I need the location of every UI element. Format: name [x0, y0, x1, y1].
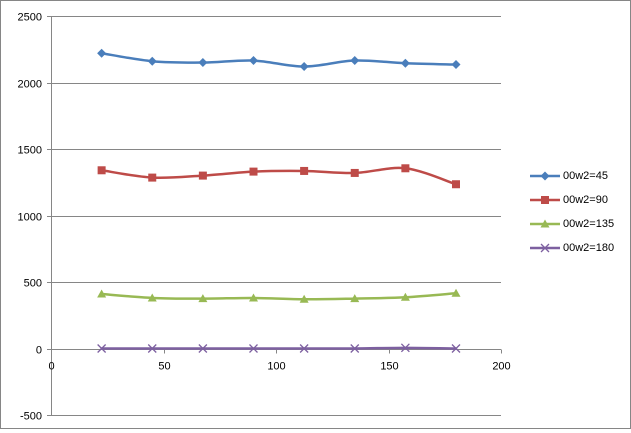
- data-point-s2-3: [198, 171, 207, 180]
- series-4: [97, 343, 461, 353]
- series-1: [97, 48, 461, 72]
- data-point-s1-6: [350, 56, 360, 66]
- legend: 00w2=45 00w2=90 00w2=135 00w2=180: [528, 170, 628, 266]
- tick-label-y-0: 0: [36, 345, 42, 357]
- legend-item-series-4: 00w2=180: [528, 242, 628, 254]
- series-line-2: [100, 166, 458, 186]
- data-point-s4-5: [299, 344, 309, 353]
- data-point-s4-2: [147, 344, 157, 353]
- data-point-s3-8: [451, 288, 461, 297]
- data-point-s1-7: [400, 58, 410, 68]
- data-point-s4-6: [350, 344, 360, 353]
- data-point-s4-4: [249, 344, 258, 353]
- legend-item-series-2: 00w2=90: [528, 194, 628, 206]
- data-point-s2-8: [452, 180, 460, 189]
- tick-label-x-150: 150: [380, 361, 398, 373]
- data-point-s1-5: [299, 62, 309, 72]
- tick-label-y--500: -500: [20, 411, 42, 423]
- legend-swatch-series-3: [530, 219, 560, 228]
- legend-swatch-series-4: [530, 243, 560, 253]
- data-point-s4-3: [198, 344, 208, 353]
- series-2: [97, 164, 460, 189]
- legend-swatch-series-2: [530, 196, 560, 204]
- data-point-s2-6: [350, 168, 359, 177]
- data-point-s4-7: [400, 343, 410, 353]
- data-point-s2-7: [401, 164, 410, 173]
- data-point-s2-2: [148, 173, 157, 182]
- tick-label-x-100: 100: [267, 361, 285, 373]
- data-point-s3-4: [249, 293, 258, 302]
- data-point-s3-6: [350, 294, 360, 303]
- tick-label-x-0: 0: [48, 361, 54, 373]
- legend-marker-4: [540, 243, 550, 253]
- legend-swatch-series-1: [530, 171, 560, 181]
- data-point-s3-2: [147, 293, 157, 302]
- tick-label-y-1500: 1500: [18, 145, 42, 157]
- series-line-3: [100, 292, 458, 301]
- legend-marker-3: [540, 219, 550, 228]
- data-point-s1-8: [451, 60, 461, 70]
- tick-label-y-500: 500: [24, 278, 42, 290]
- tick-label-x-200: 200: [492, 361, 510, 373]
- data-point-s1-2: [147, 56, 157, 66]
- tick-label-x-50: 50: [158, 361, 170, 373]
- data-point-s2-4: [249, 167, 258, 176]
- series-3: [97, 288, 461, 303]
- legend-label-series-1: 00w2=45: [563, 170, 608, 182]
- tick-label-y-2000: 2000: [18, 79, 42, 91]
- data-point-s1-3: [198, 58, 208, 68]
- legend-label-series-2: 00w2=90: [563, 194, 608, 206]
- legend-label-series-4: 00w2=180: [563, 242, 615, 254]
- legend-marker-1: [540, 171, 550, 181]
- data-point-s1-1: [97, 48, 107, 58]
- data-point-s1-4: [249, 56, 258, 66]
- data-point-s3-1: [97, 289, 107, 298]
- legend-item-series-3: 00w2=135: [528, 218, 628, 230]
- data-point-s4-8: [451, 344, 461, 353]
- data-point-s3-7: [400, 292, 410, 301]
- legend-marker-2: [541, 196, 549, 204]
- tick-label-y-2500: 2500: [18, 12, 42, 24]
- data-point-s3-5: [299, 294, 309, 303]
- data-point-s2-1: [97, 166, 106, 175]
- data-point-s2-5: [300, 166, 309, 175]
- legend-label-series-3: 00w2=135: [563, 218, 615, 230]
- data-point-s3-3: [198, 294, 208, 303]
- series-line-4: [100, 346, 458, 350]
- tick-label-y-1000: 1000: [18, 212, 42, 224]
- data-point-s4-1: [97, 344, 107, 353]
- legend-item-series-1: 00w2=45: [528, 170, 628, 182]
